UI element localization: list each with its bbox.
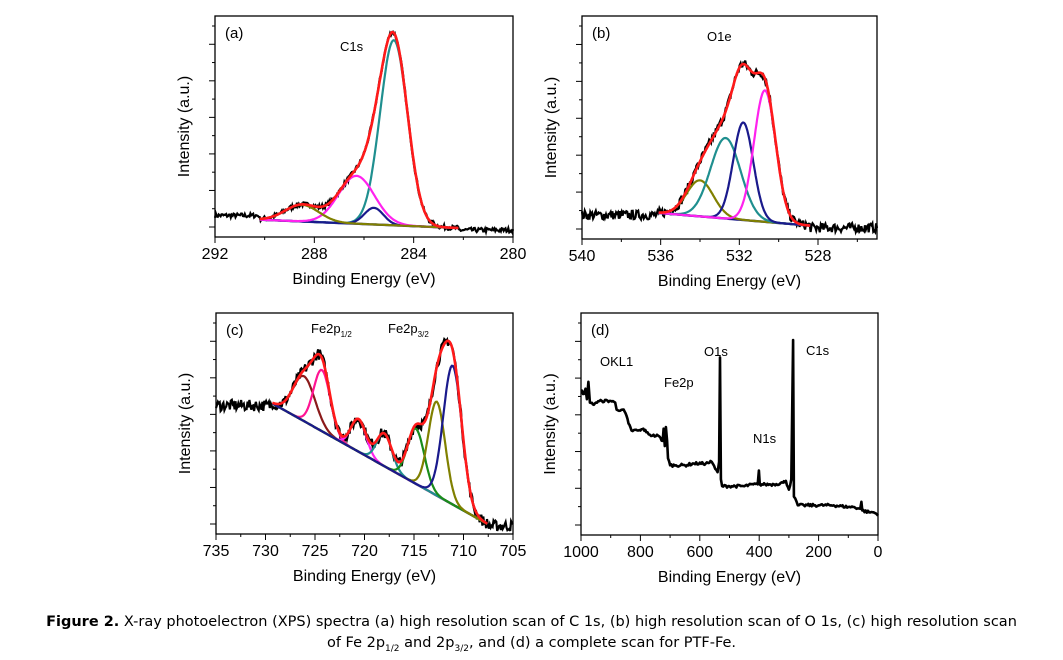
peak-annotation-c1s: C1s bbox=[340, 39, 364, 54]
x-tick-label: 720 bbox=[351, 543, 378, 560]
panel-d-survey: 1000 800 600 400 200 0 Binding Energy (eV) Inte… bbox=[542, 312, 883, 586]
panel-label: (a) bbox=[225, 25, 243, 42]
component-peak-fe2p1-2 bbox=[271, 368, 488, 525]
plot-frame bbox=[580, 312, 879, 536]
x-tick-label: 284 bbox=[400, 246, 427, 263]
x-axis-title: Binding Energy (eV) bbox=[292, 271, 435, 288]
figure-caption: Figure 2. X-ray photoelectron (XPS) spec… bbox=[0, 612, 1063, 660]
panel-label: (d) bbox=[591, 322, 609, 339]
x-tick-label: 280 bbox=[500, 246, 527, 263]
y-axis-title: Intensity (a.u.) bbox=[176, 76, 193, 177]
peak-annotation-c1s: C1s bbox=[806, 343, 830, 358]
x-tick-label: 730 bbox=[252, 543, 279, 560]
panel-label: (c) bbox=[226, 322, 244, 339]
caption-line-2: of Fe 2p1/2 and 2p3/2, and (d) a complet… bbox=[0, 633, 1063, 660]
raw-spectrum-line bbox=[213, 29, 515, 237]
x-tick-label: 400 bbox=[746, 544, 773, 561]
x-tick-label: 528 bbox=[805, 248, 832, 265]
x-tick-label: 705 bbox=[500, 543, 527, 560]
x-tick-label: 600 bbox=[686, 544, 713, 561]
xps-figure: 292 288 284 280 Binding Energy (eV) Intensity… bbox=[176, 15, 883, 586]
panel-c-fe2p: 735 730 725 720 715 710 705 Binding Energy (eV)… bbox=[177, 312, 527, 585]
peak-annotation-fe2p: Fe2p bbox=[664, 375, 694, 390]
panel-label: (b) bbox=[592, 25, 610, 42]
panel-a-c1s: 292 288 284 280 Binding Energy (eV) Intensity… bbox=[176, 15, 527, 288]
x-axis-title: Binding Energy (eV) bbox=[658, 273, 801, 290]
caption-sub-2: 3/2 bbox=[454, 643, 469, 654]
x-axis-title: Binding Energy (eV) bbox=[293, 568, 436, 585]
subscript: 3/2 bbox=[418, 330, 430, 339]
y-axis-title: Intensity (a.u.) bbox=[177, 373, 194, 474]
plot-frame bbox=[215, 312, 514, 535]
plot-frame bbox=[581, 15, 878, 240]
x-tick-label: 710 bbox=[450, 543, 477, 560]
peak-annotation-fe2p32: Fe2p3/2 bbox=[388, 321, 429, 339]
component-peak-fe2- bbox=[271, 364, 488, 525]
x-axis-title: Binding Energy (eV) bbox=[658, 569, 801, 586]
peak-annotation-o1s: O1e bbox=[707, 29, 732, 44]
component-peak-c-c-c-c bbox=[259, 38, 459, 230]
x-tick-label: 288 bbox=[301, 246, 328, 263]
x-tick-label: 540 bbox=[569, 248, 596, 265]
component-peak-sat-1-2 bbox=[272, 374, 488, 525]
fit-envelope-line bbox=[271, 339, 488, 525]
peak-annotation-n1s: N1s bbox=[753, 431, 777, 446]
peak-annotation-okl1: OKL1 bbox=[600, 354, 633, 369]
y-axis-title: Intensity (a.u.) bbox=[542, 373, 559, 474]
caption-text-2c: , and (d) a complete scan for PTF-Fe. bbox=[468, 635, 737, 651]
fit-envelope-line bbox=[259, 30, 459, 230]
caption-figure-label: Figure 2. bbox=[46, 614, 120, 630]
y-axis-title: Intensity (a.u.) bbox=[543, 77, 560, 178]
fit-envelope-line bbox=[658, 62, 811, 227]
x-tick-label: 735 bbox=[203, 543, 230, 560]
caption-text-1: X-ray photoelectron (XPS) spectra (a) hi… bbox=[119, 614, 1017, 630]
x-tick-label: 536 bbox=[647, 248, 674, 265]
subscript: 1/2 bbox=[341, 330, 353, 339]
raw-spectrum-line bbox=[214, 336, 514, 532]
x-tick-label: 715 bbox=[401, 543, 428, 560]
x-tick-label: 1000 bbox=[563, 544, 599, 561]
x-tick-label: 532 bbox=[726, 248, 753, 265]
x-tick-label: 725 bbox=[302, 543, 329, 560]
peak-annotation-fe2p12: Fe2p1/2 bbox=[311, 321, 352, 339]
peak-annotation-o1s: O1s bbox=[704, 344, 728, 359]
raw-spectrum-line bbox=[580, 60, 879, 236]
x-tick-label: 292 bbox=[202, 246, 229, 263]
caption-text-2b: and 2p bbox=[399, 635, 455, 651]
x-tick-label: 0 bbox=[874, 544, 883, 561]
caption-text-2a: of Fe 2p bbox=[326, 635, 386, 651]
x-tick-label: 800 bbox=[627, 544, 654, 561]
caption-line-1: Figure 2. X-ray photoelectron (XPS) spec… bbox=[0, 612, 1063, 633]
survey-spectrum-line bbox=[580, 338, 879, 517]
caption-sub-1: 1/2 bbox=[385, 643, 400, 654]
x-tick-label: 200 bbox=[805, 544, 832, 561]
